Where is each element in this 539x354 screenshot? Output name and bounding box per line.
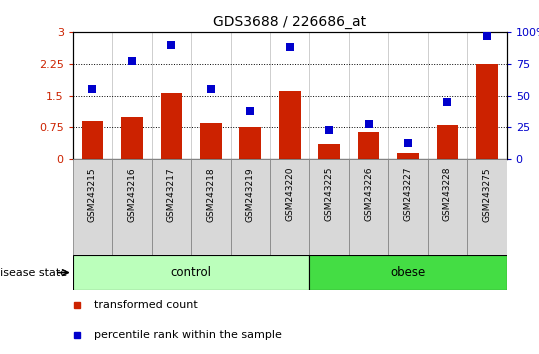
Point (286, 44, 294, 50)
Bar (279, 91, 301, 159)
Text: GSM243218: GSM243218 (206, 167, 215, 222)
Bar (309, 255, 507, 290)
Text: GSM243227: GSM243227 (404, 167, 412, 222)
Point (482, 33, 491, 39)
Bar (397, 153, 419, 159)
Title: GDS3688 / 226686_at: GDS3688 / 226686_at (213, 16, 367, 29)
Bar (270, 159, 309, 255)
Text: GSM243216: GSM243216 (127, 167, 136, 222)
Bar (349, 159, 388, 255)
Point (325, 127, 334, 133)
Bar (200, 123, 222, 159)
Text: disease state: disease state (0, 268, 67, 278)
Bar (112, 159, 151, 255)
Text: GSM243228: GSM243228 (443, 167, 452, 222)
Bar (191, 159, 231, 255)
Text: transformed count: transformed count (94, 300, 198, 310)
Bar (231, 159, 270, 255)
Bar (437, 125, 458, 159)
Bar (161, 93, 182, 159)
Bar (73, 159, 112, 255)
Text: GSM243215: GSM243215 (88, 167, 97, 222)
Text: control: control (171, 266, 212, 279)
Point (364, 121, 373, 126)
Bar (358, 132, 379, 159)
Bar (239, 127, 261, 159)
Bar (81, 121, 103, 159)
Text: GSM243225: GSM243225 (324, 167, 334, 222)
Point (404, 140, 412, 145)
Point (167, 42, 176, 47)
Text: obese: obese (390, 266, 426, 279)
Bar (309, 159, 349, 255)
Text: GSM243217: GSM243217 (167, 167, 176, 222)
Bar (319, 144, 340, 159)
Bar (73, 255, 309, 290)
Point (88, 86, 97, 92)
Point (246, 108, 254, 114)
Point (443, 99, 452, 105)
Bar (428, 159, 467, 255)
Bar (467, 159, 507, 255)
Bar (121, 117, 143, 159)
Text: GSM243219: GSM243219 (246, 167, 255, 222)
Text: percentile rank within the sample: percentile rank within the sample (94, 330, 282, 341)
Bar (388, 159, 428, 255)
Bar (476, 64, 498, 159)
Point (206, 86, 215, 92)
Text: GSM243226: GSM243226 (364, 167, 373, 222)
Bar (151, 159, 191, 255)
Text: GSM243275: GSM243275 (482, 167, 492, 222)
Point (128, 58, 136, 64)
Text: GSM243220: GSM243220 (285, 167, 294, 222)
